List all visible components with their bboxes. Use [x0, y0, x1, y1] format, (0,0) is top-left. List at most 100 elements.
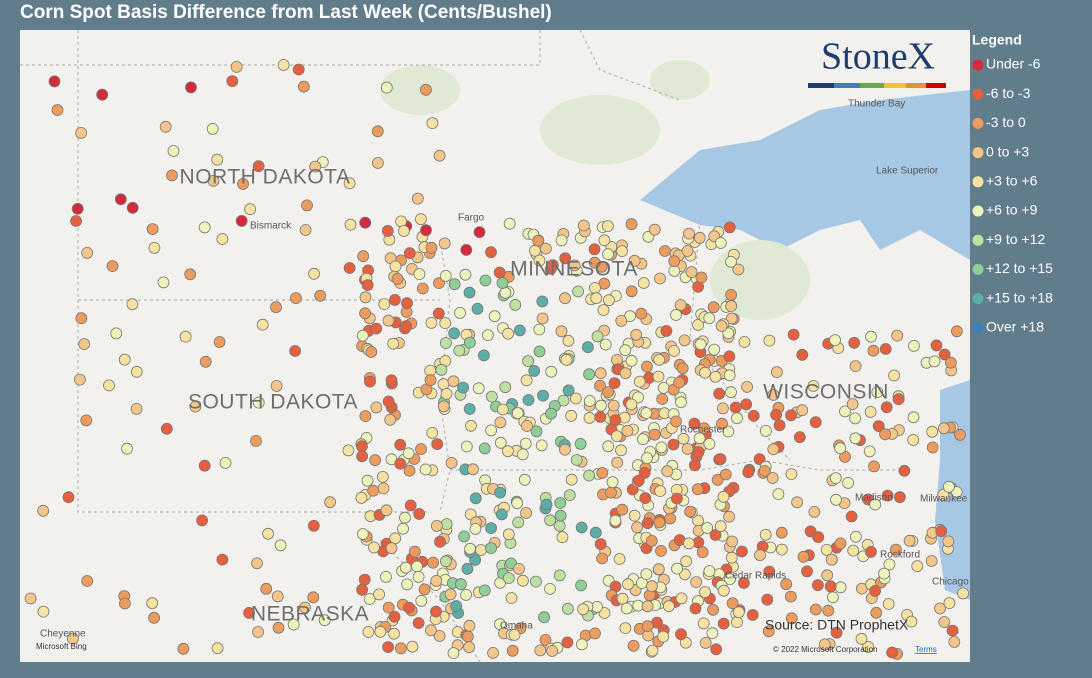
- site-dot: [646, 580, 658, 593]
- site-dot: [356, 329, 369, 342]
- site-dot: [625, 398, 638, 411]
- site-dot: [472, 382, 485, 395]
- site-dot: [731, 412, 743, 425]
- site-dot: [533, 254, 546, 267]
- site-dot: [557, 394, 570, 407]
- site-dot: [185, 81, 197, 94]
- site-dot: [502, 327, 515, 340]
- site-dot: [907, 411, 920, 424]
- site-dot: [485, 522, 498, 534]
- site-dot: [471, 302, 484, 315]
- site-dot: [71, 202, 84, 215]
- site-dot: [426, 426, 439, 439]
- site-dot: [402, 447, 415, 460]
- site-dot: [878, 567, 890, 580]
- site-dot: [513, 563, 525, 575]
- site-dot: [361, 474, 374, 487]
- site-dot: [565, 473, 578, 486]
- site-dot: [545, 365, 558, 378]
- site-dot: [717, 617, 730, 630]
- state-label: MINNESOTA: [510, 258, 638, 281]
- site-dot: [499, 381, 512, 394]
- sites: [24, 59, 969, 660]
- site-dot: [314, 289, 327, 302]
- site-dot: [380, 81, 393, 94]
- site-dot: [447, 375, 460, 388]
- site-dot: [846, 398, 859, 411]
- site-dot: [726, 597, 739, 610]
- site-dot: [890, 543, 902, 556]
- site-dot: [37, 504, 50, 517]
- site-dot: [425, 241, 438, 254]
- site-dot: [412, 617, 425, 629]
- site-dot: [641, 452, 653, 465]
- site-dot: [435, 363, 448, 376]
- site-dot: [648, 223, 661, 236]
- site-dot: [433, 277, 445, 290]
- site-dot: [630, 328, 643, 341]
- site-dot: [307, 591, 320, 604]
- site-dot: [879, 343, 892, 355]
- site-dot: [243, 607, 256, 619]
- site-dot: [692, 318, 704, 331]
- site-dot: [546, 259, 559, 272]
- site-dot: [674, 299, 687, 311]
- site-dot: [655, 545, 667, 557]
- site-dot: [725, 312, 738, 325]
- site-dot: [711, 473, 724, 486]
- site-dot: [81, 246, 94, 259]
- site-dot: [946, 624, 959, 637]
- site-dot: [540, 498, 553, 511]
- site-dot: [512, 516, 525, 529]
- site-dot: [438, 237, 451, 250]
- site-dot: [80, 414, 93, 427]
- site-dot: [621, 424, 634, 437]
- site-dot: [848, 336, 861, 349]
- site-dot: [130, 402, 143, 415]
- site-dot: [869, 498, 882, 511]
- site-dot: [439, 555, 452, 568]
- site-dot: [655, 441, 668, 454]
- place-label: Madison: [855, 493, 893, 504]
- site-dot: [355, 491, 368, 504]
- site-dot: [575, 579, 587, 592]
- site-dot: [668, 255, 681, 268]
- site-dot: [114, 193, 127, 206]
- site-dot: [907, 434, 920, 446]
- site-dot: [599, 338, 612, 351]
- site-dot: [937, 488, 950, 501]
- site-dot: [358, 573, 371, 586]
- site-dot: [411, 192, 424, 205]
- site-dot: [722, 327, 735, 340]
- site-dot: [925, 555, 938, 567]
- site-dot: [343, 177, 356, 190]
- site-dot: [344, 218, 357, 231]
- site-dot: [511, 407, 524, 420]
- place-label: Chicago: [932, 577, 969, 588]
- site-dot: [403, 464, 416, 477]
- place-label: Cheyenne: [40, 629, 86, 640]
- site-dot: [725, 551, 738, 564]
- site-dot: [359, 410, 372, 423]
- site-dot: [659, 245, 671, 257]
- site-dot: [726, 535, 739, 548]
- site-dot: [699, 586, 711, 598]
- site-dot: [356, 450, 369, 463]
- site-dot: [842, 476, 854, 489]
- site-dot: [678, 334, 691, 347]
- site-dot: [583, 411, 596, 424]
- site-dot: [444, 588, 457, 601]
- site-dot: [289, 345, 302, 357]
- site-dot: [834, 581, 847, 594]
- site-dot: [589, 627, 601, 640]
- site-dot: [382, 641, 395, 653]
- site-dot: [689, 602, 702, 615]
- site-dot: [770, 408, 782, 421]
- terms[interactable]: Terms: [915, 645, 937, 654]
- site-dot: [394, 642, 407, 655]
- site-dot: [252, 626, 265, 638]
- site-dot: [499, 286, 512, 299]
- site-dot: [406, 640, 419, 653]
- site-dot: [469, 523, 482, 535]
- site-dot: [829, 472, 842, 485]
